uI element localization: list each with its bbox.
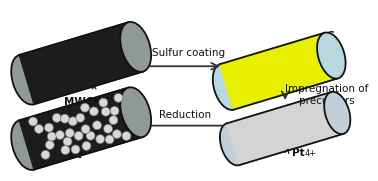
Ellipse shape <box>29 117 37 126</box>
Ellipse shape <box>93 121 102 130</box>
Text: 4+: 4+ <box>305 149 317 158</box>
Ellipse shape <box>220 123 246 165</box>
Polygon shape <box>220 33 338 110</box>
Ellipse shape <box>71 145 80 154</box>
Ellipse shape <box>317 32 345 79</box>
Ellipse shape <box>45 123 53 132</box>
Ellipse shape <box>86 131 95 140</box>
Ellipse shape <box>90 107 98 116</box>
Text: Reduction: Reduction <box>159 110 211 120</box>
Ellipse shape <box>105 135 114 144</box>
Ellipse shape <box>213 64 241 110</box>
Ellipse shape <box>11 120 42 170</box>
Ellipse shape <box>81 103 89 112</box>
Ellipse shape <box>96 135 105 144</box>
Text: MWCNT: MWCNT <box>64 97 110 107</box>
Text: Pt: Pt <box>292 148 305 158</box>
Ellipse shape <box>82 141 91 150</box>
Ellipse shape <box>120 22 151 72</box>
Text: Sulfur coating: Sulfur coating <box>152 48 225 58</box>
Ellipse shape <box>63 137 72 146</box>
Ellipse shape <box>52 113 61 122</box>
Ellipse shape <box>120 87 151 137</box>
Ellipse shape <box>11 55 42 105</box>
Polygon shape <box>227 92 344 165</box>
Ellipse shape <box>47 132 56 141</box>
Ellipse shape <box>56 131 64 139</box>
Ellipse shape <box>99 98 108 107</box>
Ellipse shape <box>109 116 118 125</box>
Ellipse shape <box>113 130 121 139</box>
Ellipse shape <box>65 129 74 138</box>
Ellipse shape <box>61 146 70 155</box>
Ellipse shape <box>101 107 110 116</box>
Polygon shape <box>19 22 143 104</box>
Ellipse shape <box>81 125 90 134</box>
Ellipse shape <box>74 131 83 140</box>
Ellipse shape <box>122 132 131 140</box>
Text: Impregnation of
precursors: Impregnation of precursors <box>285 84 369 106</box>
Text: S: S <box>327 31 334 41</box>
Ellipse shape <box>104 124 113 133</box>
Polygon shape <box>19 88 143 170</box>
Ellipse shape <box>60 114 69 123</box>
Ellipse shape <box>114 93 123 102</box>
Ellipse shape <box>68 117 77 126</box>
Ellipse shape <box>45 140 54 149</box>
Ellipse shape <box>76 113 85 122</box>
Ellipse shape <box>110 106 119 115</box>
Ellipse shape <box>324 92 350 134</box>
Text: Pt: Pt <box>69 150 82 160</box>
Ellipse shape <box>41 150 50 159</box>
Ellipse shape <box>34 125 43 133</box>
